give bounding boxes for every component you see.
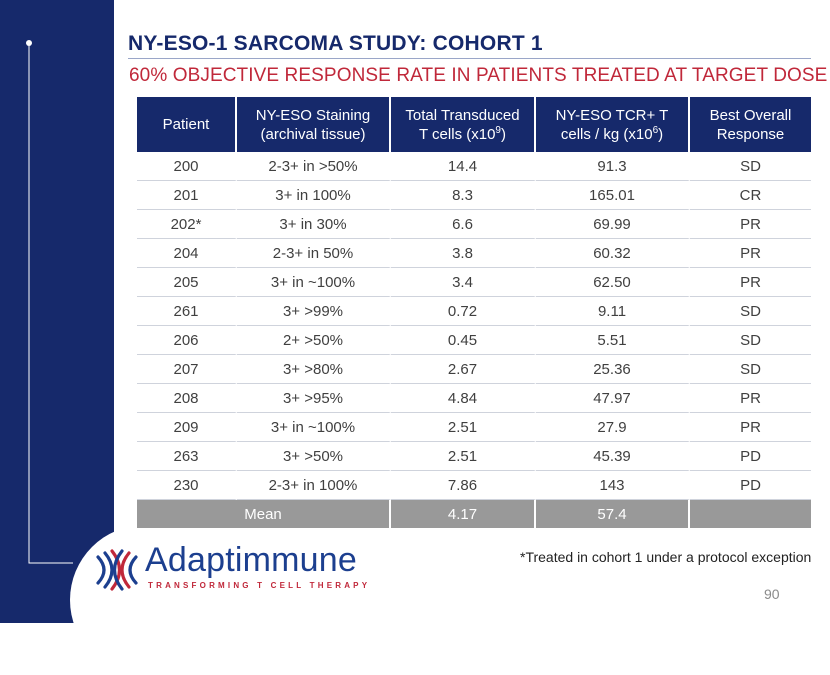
table-row: 205 3+ in ~100% 3.4 62.50 PR	[137, 268, 811, 297]
table-row: 201 3+ in 100% 8.3 165.01 CR	[137, 181, 811, 210]
page-title: NY-ESO-1 SARCOMA STUDY: COHORT 1	[128, 32, 543, 55]
table-row: 204 2-3+ in 50% 3.8 60.32 PR	[137, 239, 811, 268]
table-row: 261 3+ >99% 0.72 9.11 SD	[137, 297, 811, 326]
cell-best-response: PD	[690, 442, 811, 471]
column-header-staining: NY-ESO Staining (archival tissue)	[237, 97, 391, 152]
cell-staining: 2-3+ in 100%	[237, 471, 391, 500]
cell-tcr-per-kg: 62.50	[536, 268, 690, 297]
cell-tcr-per-kg: 25.36	[536, 355, 690, 384]
table-row: 206 2+ >50% 0.45 5.51 SD	[137, 326, 811, 355]
mean-empty-cell	[690, 500, 811, 528]
cell-staining: 2-3+ in >50%	[237, 152, 391, 181]
table-row: 230 2-3+ in 100% 7.86 143 PD	[137, 471, 811, 500]
cell-tcr-per-kg: 60.32	[536, 239, 690, 268]
cell-total-transduced: 6.6	[391, 210, 536, 239]
cell-patient: 200	[137, 152, 237, 181]
cell-staining: 3+ >99%	[237, 297, 391, 326]
cell-patient: 204	[137, 239, 237, 268]
cell-best-response: PR	[690, 384, 811, 413]
sidebar-band	[0, 0, 114, 623]
cell-total-transduced: 0.45	[391, 326, 536, 355]
cell-best-response: PR	[690, 413, 811, 442]
table-row: 209 3+ in ~100% 2.51 27.9 PR	[137, 413, 811, 442]
cell-tcr-per-kg: 143	[536, 471, 690, 500]
footnote: *Treated in cohort 1 under a protocol ex…	[520, 549, 812, 565]
cell-patient: 207	[137, 355, 237, 384]
cell-total-transduced: 3.8	[391, 239, 536, 268]
cell-best-response: SD	[690, 152, 811, 181]
table-row: 200 2-3+ in >50% 14.4 91.3 SD	[137, 152, 811, 181]
cell-best-response: SD	[690, 326, 811, 355]
cell-staining: 2-3+ in 50%	[237, 239, 391, 268]
cell-total-transduced: 2.51	[391, 442, 536, 471]
cell-patient: 230	[137, 471, 237, 500]
logo: Adaptimmune TRANSFORMING T CELL THERAPY	[70, 525, 371, 675]
mean-row: Mean 4.17 57.4	[137, 500, 811, 528]
cell-total-transduced: 2.67	[391, 355, 536, 384]
cell-staining: 2+ >50%	[237, 326, 391, 355]
table-row: 202* 3+ in 30% 6.6 69.99 PR	[137, 210, 811, 239]
page-subtitle: 60% OBJECTIVE RESPONSE RATE IN PATIENTS …	[129, 65, 828, 86]
adaptimmune-logo-icon	[96, 549, 138, 591]
cell-tcr-per-kg: 27.9	[536, 413, 690, 442]
table-header-row: Patient NY-ESO Staining (archival tissue)…	[137, 97, 811, 152]
cell-total-transduced: 14.4	[391, 152, 536, 181]
cell-patient: 201	[137, 181, 237, 210]
cell-best-response: PR	[690, 239, 811, 268]
cell-tcr-per-kg: 69.99	[536, 210, 690, 239]
logo-wordmark: Adaptimmune	[145, 541, 357, 579]
column-header-total-transduced: Total Transduced T cells (x109)	[391, 97, 536, 152]
cell-patient: 209	[137, 413, 237, 442]
column-header-patient: Patient	[137, 97, 237, 152]
cell-total-transduced: 2.51	[391, 413, 536, 442]
page-number: 90	[764, 586, 780, 602]
cell-patient: 202*	[137, 210, 237, 239]
cell-total-transduced: 0.72	[391, 297, 536, 326]
cell-tcr-per-kg: 47.97	[536, 384, 690, 413]
logo-tagline: TRANSFORMING T CELL THERAPY	[148, 581, 371, 590]
cell-patient: 206	[137, 326, 237, 355]
cell-staining: 3+ >80%	[237, 355, 391, 384]
cell-tcr-per-kg: 9.11	[536, 297, 690, 326]
table-row: 208 3+ >95% 4.84 47.97 PR	[137, 384, 811, 413]
cell-staining: 3+ >95%	[237, 384, 391, 413]
cell-best-response: PR	[690, 268, 811, 297]
cell-total-transduced: 3.4	[391, 268, 536, 297]
mean-label: Mean	[137, 500, 391, 528]
cell-tcr-per-kg: 45.39	[536, 442, 690, 471]
results-table: Patient NY-ESO Staining (archival tissue)…	[137, 97, 811, 528]
cell-best-response: PR	[690, 210, 811, 239]
cell-patient: 263	[137, 442, 237, 471]
cell-best-response: SD	[690, 297, 811, 326]
cell-staining: 3+ in ~100%	[237, 268, 391, 297]
cell-patient: 261	[137, 297, 237, 326]
cell-total-transduced: 4.84	[391, 384, 536, 413]
column-header-best-response: Best Overall Response	[690, 97, 811, 152]
cell-patient: 208	[137, 384, 237, 413]
table-row: 207 3+ >80% 2.67 25.36 SD	[137, 355, 811, 384]
title-divider	[128, 58, 811, 59]
cell-best-response: SD	[690, 355, 811, 384]
mean-tcr-per-kg: 57.4	[536, 500, 690, 528]
cell-tcr-per-kg: 165.01	[536, 181, 690, 210]
cell-patient: 205	[137, 268, 237, 297]
cell-staining: 3+ >50%	[237, 442, 391, 471]
decorative-line	[26, 40, 73, 564]
cell-staining: 3+ in 30%	[237, 210, 391, 239]
cell-tcr-per-kg: 91.3	[536, 152, 690, 181]
cell-best-response: CR	[690, 181, 811, 210]
cell-total-transduced: 8.3	[391, 181, 536, 210]
cell-best-response: PD	[690, 471, 811, 500]
cell-tcr-per-kg: 5.51	[536, 326, 690, 355]
mean-total-transduced: 4.17	[391, 500, 536, 528]
cell-total-transduced: 7.86	[391, 471, 536, 500]
cell-staining: 3+ in ~100%	[237, 413, 391, 442]
cell-staining: 3+ in 100%	[237, 181, 391, 210]
table-row: 263 3+ >50% 2.51 45.39 PD	[137, 442, 811, 471]
